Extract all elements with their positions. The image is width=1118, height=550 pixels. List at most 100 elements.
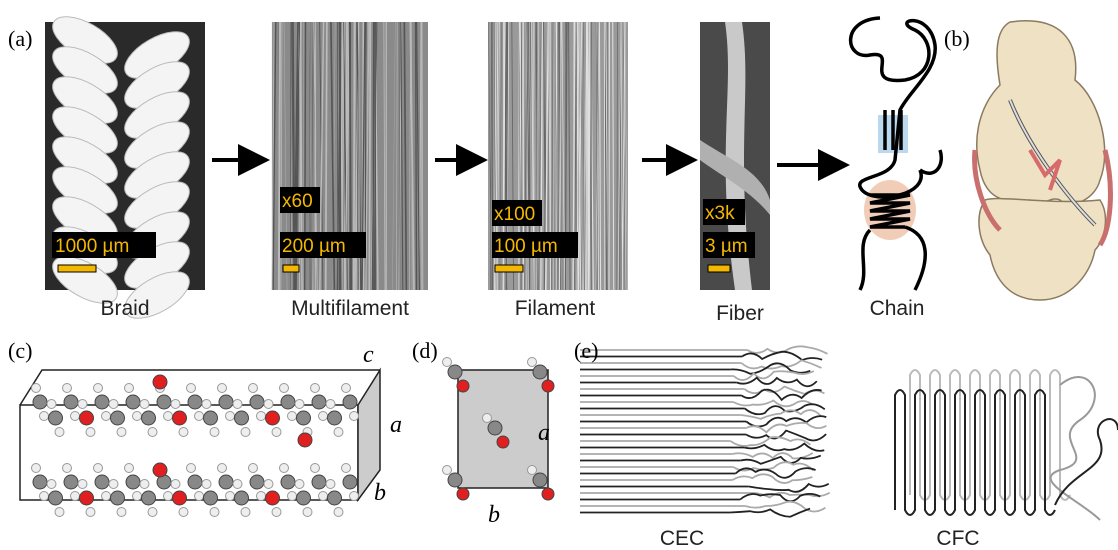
hydrogen bbox=[326, 400, 335, 409]
hydrogen bbox=[342, 464, 351, 473]
hydrogen bbox=[71, 412, 80, 421]
streak bbox=[416, 22, 417, 290]
panel-label: (e) bbox=[574, 338, 598, 363]
hydrogen bbox=[233, 400, 242, 409]
hydrogen bbox=[187, 384, 196, 393]
atom bbox=[95, 395, 109, 409]
panel-label: (c) bbox=[8, 338, 32, 363]
hydrogen bbox=[288, 412, 297, 421]
hydrogen bbox=[32, 464, 41, 473]
scale-bar bbox=[283, 265, 299, 272]
hydrogen bbox=[210, 428, 219, 437]
stage-caption: Fiber bbox=[716, 302, 764, 325]
atom bbox=[235, 491, 249, 505]
chain-tail bbox=[742, 390, 822, 400]
hydrogen bbox=[63, 464, 72, 473]
oxygen bbox=[457, 380, 469, 392]
hydrogen bbox=[257, 492, 266, 501]
hydrogen bbox=[195, 412, 204, 421]
atom bbox=[64, 475, 78, 489]
hydrogen bbox=[528, 358, 537, 367]
diagram-caption: CEC bbox=[660, 527, 704, 550]
hydrogen bbox=[140, 480, 149, 489]
atom bbox=[142, 491, 156, 505]
hydrogen bbox=[171, 400, 180, 409]
atom bbox=[281, 395, 295, 409]
hydrogen bbox=[218, 464, 227, 473]
atom bbox=[343, 395, 357, 409]
hydrogen bbox=[109, 480, 118, 489]
hydrogen bbox=[280, 384, 289, 393]
figure: 1000 µm x60 200 µm x100 100 µm x3k 3 µm bbox=[0, 0, 1118, 550]
hydrogen bbox=[249, 464, 258, 473]
hydrogen bbox=[125, 384, 134, 393]
atom bbox=[95, 475, 109, 489]
atom bbox=[297, 411, 311, 425]
atom bbox=[281, 475, 295, 489]
hydrogen bbox=[350, 492, 359, 501]
chain-tail bbox=[749, 484, 829, 492]
hydrogen bbox=[272, 428, 281, 437]
chain-drawing bbox=[851, 18, 942, 290]
hydrogen bbox=[40, 412, 49, 421]
magnification-text: x100 bbox=[494, 204, 535, 225]
atom bbox=[250, 395, 264, 409]
atom bbox=[533, 365, 547, 379]
hydrogen bbox=[133, 492, 142, 501]
hydrogen bbox=[109, 400, 118, 409]
hydrogen bbox=[350, 412, 359, 421]
atom bbox=[111, 491, 125, 505]
hydrogen bbox=[179, 508, 188, 517]
chain-tail bbox=[730, 509, 810, 517]
scale-text: 100 µm bbox=[494, 236, 558, 257]
hydrogen bbox=[342, 384, 351, 393]
hydrogen bbox=[202, 400, 211, 409]
atom bbox=[448, 473, 462, 487]
hydrogen bbox=[140, 400, 149, 409]
hydrogen bbox=[86, 428, 95, 437]
atom bbox=[173, 411, 187, 425]
hydrogen bbox=[164, 492, 173, 501]
chain-tail bbox=[730, 437, 810, 446]
stage-caption: Filament bbox=[515, 297, 596, 320]
panel-label: (d) bbox=[412, 338, 438, 363]
streak bbox=[369, 22, 370, 290]
atom bbox=[312, 395, 326, 409]
atom bbox=[235, 411, 249, 425]
hydrogen bbox=[272, 508, 281, 517]
hydrogen bbox=[319, 492, 328, 501]
hydrogen bbox=[102, 492, 111, 501]
hydrogen bbox=[334, 428, 343, 437]
hydrogen bbox=[78, 480, 87, 489]
hydrogen bbox=[311, 464, 320, 473]
diagram-caption: CFC bbox=[936, 527, 979, 550]
scale-bar bbox=[495, 265, 523, 272]
chain-tail bbox=[732, 474, 812, 483]
hydrogen bbox=[264, 400, 273, 409]
hydrogen bbox=[94, 464, 103, 473]
atom bbox=[533, 473, 547, 487]
hydrogen bbox=[86, 508, 95, 517]
hydrogen bbox=[226, 412, 235, 421]
hydrogen bbox=[94, 384, 103, 393]
hydrogen bbox=[226, 492, 235, 501]
scale-text: 3 µm bbox=[705, 236, 748, 257]
hydrogen bbox=[102, 412, 111, 421]
atom bbox=[173, 491, 187, 505]
hydrogen bbox=[528, 466, 537, 475]
atom bbox=[266, 411, 280, 425]
hydrogen bbox=[241, 508, 250, 517]
atom bbox=[266, 491, 280, 505]
hydrogen bbox=[195, 492, 204, 501]
atom bbox=[80, 411, 94, 425]
atom bbox=[250, 475, 264, 489]
hydrogen bbox=[78, 400, 87, 409]
panel-label: (a) bbox=[8, 26, 32, 51]
atom bbox=[188, 475, 202, 489]
atom bbox=[328, 411, 342, 425]
hydrogen bbox=[210, 508, 219, 517]
hydrogen bbox=[179, 428, 188, 437]
streak bbox=[604, 22, 605, 290]
axis-label: a bbox=[538, 420, 550, 446]
atom bbox=[343, 475, 357, 489]
